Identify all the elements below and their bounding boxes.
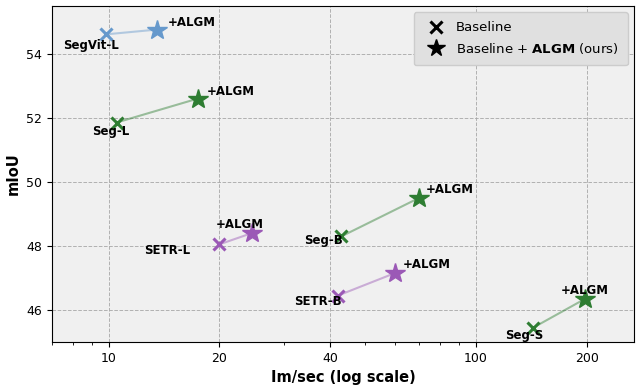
Legend: Baseline, Baseline + $\mathbf{ALGM}$ (ours): Baseline, Baseline + $\mathbf{ALGM}$ (ou… [413, 12, 628, 65]
Text: Seg-S: Seg-S [505, 329, 543, 342]
Text: SegVit-L: SegVit-L [63, 39, 118, 52]
Text: SETR-B: SETR-B [294, 295, 342, 308]
Text: Seg-B: Seg-B [304, 234, 342, 248]
Text: Seg-L: Seg-L [92, 126, 129, 138]
Text: SETR-L: SETR-L [145, 244, 191, 257]
X-axis label: Im/sec (log scale): Im/sec (log scale) [271, 370, 415, 386]
Text: +ALGM: +ALGM [215, 218, 263, 231]
Text: +ALGM: +ALGM [403, 258, 451, 271]
Text: +ALGM: +ALGM [207, 85, 255, 98]
Text: +ALGM: +ALGM [561, 284, 609, 297]
Text: +ALGM: +ALGM [426, 183, 474, 196]
Y-axis label: mIoU: mIoU [6, 152, 20, 195]
Text: +ALGM: +ALGM [168, 16, 216, 29]
